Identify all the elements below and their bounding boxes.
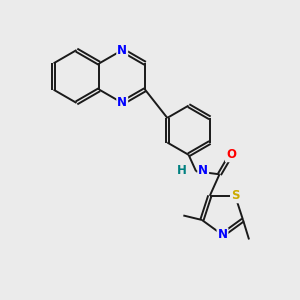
Text: N: N bbox=[218, 228, 227, 242]
Text: H: H bbox=[177, 164, 187, 177]
Text: N: N bbox=[198, 164, 208, 177]
Text: O: O bbox=[226, 148, 236, 161]
Text: N: N bbox=[117, 44, 127, 57]
Text: S: S bbox=[231, 189, 239, 202]
Text: N: N bbox=[117, 96, 127, 110]
